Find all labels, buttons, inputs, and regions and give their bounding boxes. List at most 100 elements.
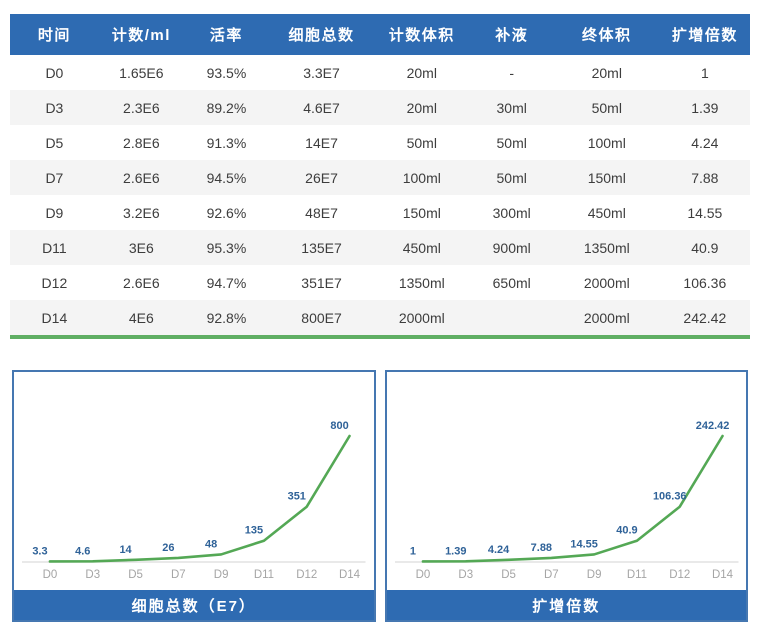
expansion-fold-line-chart: 1D0 1.39 D3 4.24 D5 7.88 D7 14.55 D9 40.9 D11 106.3… [394, 420, 739, 581]
table-cell: 100ml [402, 169, 441, 186]
table-row: D14 4E6 92.8% 800E7 2000ml 2000ml 242.42 [10, 300, 750, 337]
table-header-row: 时间 计数/ml 活率 细胞总数 计数体积 补液 终体积 扩增倍数 [10, 14, 750, 55]
table-cell: 20ml [406, 99, 437, 116]
table-cell: D5 [45, 134, 64, 151]
x-tick-label: D0 [43, 569, 58, 581]
data-label: 351 [288, 491, 306, 503]
table-cell: - [509, 64, 515, 81]
table-cell: 450ml [402, 239, 441, 256]
total-cells-line-chart: 3.3 D0 4.6 D3 14 D5 26 D7 48 D9 135 D11 351 D12 800 D14 [21, 420, 366, 581]
header-cell: 扩增倍数 [659, 14, 750, 55]
table-cell: 1350ml [398, 274, 445, 291]
data-label: 135 [245, 525, 263, 537]
table-cell: 20ml [591, 64, 622, 81]
table-cell: 1.39 [691, 99, 719, 116]
table-cell: 26E7 [305, 169, 338, 186]
x-tick-label: D9 [586, 569, 601, 581]
table-cell: 1.65E6 [119, 64, 164, 81]
data-label: 40.9 [616, 525, 637, 537]
data-label: 48 [205, 538, 217, 550]
chart-panel-expansion-fold: 1 D0 1.39 D3 4.24 D5 7.88 D7 14.55 D9 40.9 D11 106.3… [384, 370, 748, 622]
table-cell: 20ml [406, 64, 437, 81]
table-cell: 135E7 [301, 239, 342, 256]
table-row: D3 2.3E6 89.2% 4.6E7 20ml 30ml 50ml 1.39 [10, 90, 750, 125]
data-label: 1.39 [445, 545, 466, 557]
x-tick-label: D9 [214, 569, 229, 581]
data-label: 4.6 [75, 545, 90, 557]
table-cell: 50ml [591, 99, 622, 116]
table-cell: 3.2E6 [123, 204, 160, 221]
data-label: 106.36 [652, 491, 686, 503]
table-cell: 300ml [492, 204, 531, 221]
table-cell: 3E6 [128, 239, 154, 256]
table-cell: 450ml [587, 204, 626, 221]
table-row: D9 3.2E6 92.6% 48E7 150ml 300ml 450ml 14.55 [10, 195, 750, 230]
data-label: 14 [119, 544, 132, 556]
table-cell: 900ml [492, 239, 531, 256]
table-cell: D11 [42, 239, 67, 256]
table-cell: 3.3E7 [303, 64, 340, 81]
table-cell: 93.5% [206, 64, 247, 81]
table-cell: 2000ml [583, 309, 630, 326]
data-label: 26 [162, 542, 174, 554]
data-label: 7.88 [530, 542, 551, 554]
table-cell: 800E7 [301, 309, 342, 326]
table-cell: 650ml [492, 274, 531, 291]
table-cell: 48E7 [305, 204, 338, 221]
x-tick-label: D7 [171, 569, 186, 581]
table-cell: D0 [45, 64, 64, 81]
table-cell: 1 [700, 64, 709, 81]
table-row: D11 3E6 95.3% 135E7 450ml 900ml 1350ml 40.9 [10, 230, 750, 265]
table-cell: 30ml [496, 99, 527, 116]
table-cell: 50ml [406, 134, 437, 151]
x-tick-label: D7 [544, 569, 559, 581]
chart-line [48, 434, 351, 563]
table-row: D5 2.8E6 91.3% 14E7 50ml 50ml 100ml 4.24 [10, 125, 750, 160]
x-tick-label: D11 [626, 569, 646, 581]
data-label: 800 [330, 420, 348, 432]
x-tick-label: D3 [85, 569, 100, 581]
table-cell: 2000ml [398, 309, 445, 326]
table-cell: 2.6E6 [123, 274, 160, 291]
table-cell: 150ml [402, 204, 441, 221]
table-cell: D14 [41, 309, 68, 326]
chart-title: 细胞总数（E7） [131, 597, 256, 615]
table-cell: D12 [41, 274, 68, 291]
header-cell: 计数体积 [374, 14, 470, 55]
table-cell: 91.3% [206, 134, 247, 151]
table-row: D0 1.65E6 93.5% 3.3E7 20ml - 20ml 1 [10, 55, 750, 90]
data-label: 3.3 [32, 545, 47, 557]
cell-expansion-table: 时间 计数/ml 活率 细胞总数 计数体积 补液 终体积 扩增倍数 D0 1.65E6 93.5%… [10, 14, 750, 339]
chart-line [421, 434, 724, 563]
table-cell: 150ml [587, 169, 626, 186]
table-cell: 2.6E6 [123, 169, 160, 186]
table-cell: 4.24 [691, 134, 719, 151]
data-label: 242.42 [695, 420, 729, 432]
x-tick-label: D12 [669, 569, 690, 581]
table-cell: 106.36 [683, 274, 727, 291]
table-cell: 351E7 [301, 274, 342, 291]
table-cell: 40.9 [691, 239, 719, 256]
x-tick-label: D12 [296, 569, 317, 581]
table-cell: 50ml [496, 134, 527, 151]
header-cell: 补液 [469, 14, 554, 55]
x-tick-label: D14 [712, 569, 734, 581]
table-row: D12 2.6E6 94.7% 351E7 1350ml 650ml 2000ml 106.3… [10, 265, 750, 300]
table-cell: D3 [45, 99, 64, 116]
table-cell [470, 300, 554, 337]
header-cell: 计数/ml [98, 14, 184, 55]
table-cell: 92.6% [206, 204, 247, 221]
table-cell: 14.55 [687, 204, 723, 221]
data-label: 4.24 [487, 544, 509, 556]
chart-panel-total-cells: 3.3 D0 4.6 D3 14 D5 26 D7 48 D9 135 D11 351 D12 800 D14… [12, 370, 376, 622]
table-cell: 94.5% [206, 169, 247, 186]
table-cell: 100ml [587, 134, 626, 151]
table-cell: 89.2% [206, 99, 247, 116]
table-cell: 1350ml [583, 239, 630, 256]
table-row: D7 2.6E6 94.5% 26E7 100ml 50ml 150ml 7.88 [10, 160, 750, 195]
table-cell: D9 [45, 204, 64, 221]
table-cell: 50ml [496, 169, 527, 186]
x-tick-label: D3 [458, 569, 473, 581]
header-cell: 细胞总数 [268, 14, 375, 55]
